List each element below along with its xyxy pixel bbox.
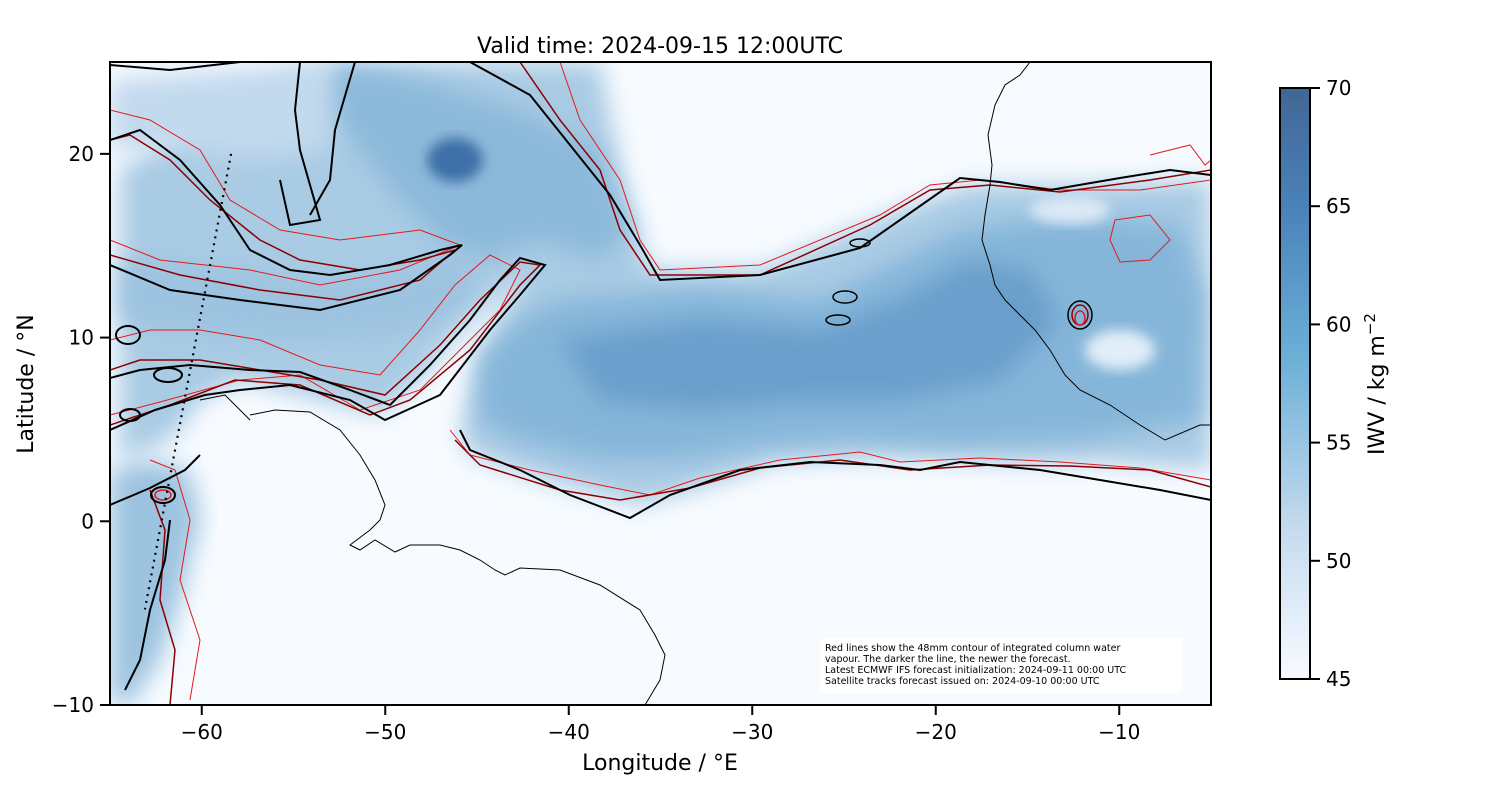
contour-island-8: [119, 408, 141, 422]
contour-island-11: [849, 238, 871, 248]
contour-old-7: [1109, 214, 1171, 263]
satellite-track: [143, 153, 233, 610]
coastlines: [199, 62, 1211, 705]
contour-island-4: [150, 486, 176, 504]
contour-old-4: [110, 109, 462, 286]
colorbar-tick-label: 65: [1326, 194, 1351, 218]
x-tick-label: −30: [731, 720, 773, 744]
colorbar-tick-label: 55: [1326, 431, 1351, 455]
contour-old-2: [449, 429, 1211, 496]
contour-old-5: [149, 459, 201, 701]
contour-latest-8: [279, 62, 322, 227]
contour-old-6: [1149, 144, 1211, 166]
contour-latest-3: [469, 62, 1211, 282]
contour-mid-5: [149, 489, 176, 705]
colorbar-ticks: 45 50 55 60 65 70: [1310, 76, 1351, 691]
coastline-caribbean: [199, 394, 251, 421]
colorbar: 45 50 55 60 65 70 IWV / kg m−2: [1279, 76, 1390, 691]
colorbar-tick-label: 60: [1326, 312, 1351, 336]
map-panel: [110, 62, 1211, 705]
annotation-line-2: vapour. The darker the line, the newer t…: [825, 654, 1071, 665]
map-title: Valid time: 2024-09-15 12:00UTC: [477, 34, 843, 59]
y-axis: −10 0 10 20: [52, 142, 110, 717]
coastline-africa: [981, 62, 1211, 441]
x-tick-label: −20: [915, 720, 957, 744]
contour-mid-3: [519, 62, 1211, 276]
iwv-contours: [110, 62, 1211, 705]
coastline-south-america: [249, 409, 666, 705]
colorbar-tick-label: 45: [1326, 667, 1351, 691]
y-tick-label: 0: [81, 509, 94, 533]
colorbar-label: IWV / kg m−2: [1361, 313, 1390, 455]
contour-latest-9: [309, 62, 356, 216]
x-tick-label: −50: [364, 720, 406, 744]
contour-old: [110, 254, 521, 416]
contour-latest-4: [110, 128, 463, 312]
x-axis: −60 −50 −40 −30 −20 −10: [181, 705, 1140, 744]
contour-island-6: [115, 325, 141, 345]
map-frame: [109, 61, 1212, 706]
annotation-box: Red lines show the 48mm contour of integ…: [820, 638, 1183, 693]
x-axis-label: Longitude / °E: [582, 751, 738, 776]
contour-island-9: [825, 314, 851, 326]
y-tick-label: −10: [52, 693, 94, 717]
y-tick-label: 10: [69, 326, 94, 350]
contour-island-3: [1074, 310, 1086, 326]
contour-latest-2: [459, 429, 1211, 520]
contour-latest-5: [110, 454, 201, 506]
x-tick-label: −10: [1098, 720, 1140, 744]
annotation-background: [820, 638, 1183, 693]
x-tick-label: −60: [181, 720, 223, 744]
annotation-line-1: Red lines show the 48mm contour of integ…: [825, 643, 1120, 654]
contour-latest-7: [110, 62, 241, 72]
x-tick-label: −40: [548, 720, 590, 744]
y-axis-label: Latitude / °N: [14, 314, 39, 453]
contour-latest: [110, 256, 547, 431]
contour-island-5: [154, 489, 172, 501]
colorbar-tick-label: 70: [1326, 76, 1351, 100]
colorbar-gradient: [1279, 87, 1311, 680]
contour-latest-6: [124, 519, 171, 691]
annotation-line-4: Satellite tracks forecast issued on: 202…: [825, 676, 1100, 687]
iwv-field: [110, 62, 1211, 705]
annotation-line-3: Latest ECMWF IFS forecast initialization…: [825, 665, 1126, 676]
contour-island-1: [1067, 300, 1093, 330]
contour-island-7: [153, 367, 183, 383]
contour-island-10: [832, 290, 858, 304]
y-tick-label: 20: [69, 142, 94, 166]
colorbar-tick-label: 50: [1326, 549, 1351, 573]
